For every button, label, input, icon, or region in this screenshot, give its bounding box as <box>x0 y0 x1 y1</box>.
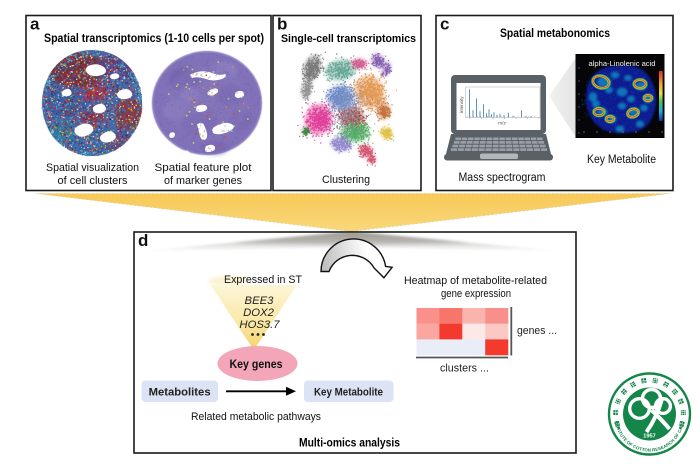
svg-text:Clustering: Clustering <box>322 174 370 186</box>
svg-text:Key Metabolite: Key Metabolite <box>314 387 383 399</box>
svg-text:Mass spectrogram: Mass spectrogram <box>459 172 546 184</box>
svg-text:b: b <box>277 15 287 34</box>
svg-text:a: a <box>30 15 40 34</box>
svg-text:HOS3.7: HOS3.7 <box>239 319 280 331</box>
svg-text:m/z: m/z <box>498 121 506 127</box>
svg-text:intensity: intensity <box>459 96 464 113</box>
svg-text:c: c <box>440 15 449 34</box>
svg-text:Expressed in ST: Expressed in ST <box>224 274 302 286</box>
svg-text:Spatial transcriptomics (1-10: Spatial transcriptomics (1-10 cells per … <box>44 33 264 45</box>
svg-text:genes ...: genes ... <box>517 325 557 337</box>
svg-text:of marker genes: of marker genes <box>164 175 243 187</box>
svg-text:gene expression: gene expression <box>441 288 511 300</box>
svg-text:alpha-Linolenic acid: alpha-Linolenic acid <box>589 59 656 68</box>
svg-text:Heatmap of metabolite-related: Heatmap of metabolite-related <box>404 275 547 287</box>
svg-text:Key Metabolite: Key Metabolite <box>587 154 656 166</box>
svg-text:DOX2: DOX2 <box>243 307 274 319</box>
svg-text:Metabolites: Metabolites <box>149 387 211 399</box>
svg-text:1957: 1957 <box>643 434 655 440</box>
svg-text:Related metabolic pathways: Related metabolic pathways <box>191 411 321 423</box>
svg-text:d: d <box>138 231 148 250</box>
svg-text:of cell clusters: of cell clusters <box>58 175 129 187</box>
svg-text:Spatial feature plot: Spatial feature plot <box>155 162 252 174</box>
svg-text:Spatial visualization: Spatial visualization <box>46 162 139 174</box>
svg-text:BEE3: BEE3 <box>245 295 275 307</box>
svg-text:Single-cell transcriptomics: Single-cell transcriptomics <box>281 33 416 45</box>
svg-text:Key genes: Key genes <box>230 359 283 371</box>
svg-text:Spatial metabonomics: Spatial metabonomics <box>500 28 610 40</box>
svg-text:clusters ...: clusters ... <box>440 363 489 375</box>
svg-text:Multi-omics analysis: Multi-omics analysis <box>299 438 400 450</box>
